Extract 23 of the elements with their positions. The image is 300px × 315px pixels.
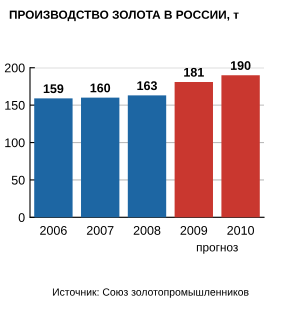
bar <box>34 98 73 218</box>
text: прогноз <box>196 244 238 254</box>
y-tick-label: 100 <box>5 138 25 148</box>
text: Источник: Союз золотопромышленников <box>52 288 249 298</box>
y-tick-label: 50 <box>12 176 25 185</box>
y-tick-label: 200 <box>4 64 25 72</box>
bar <box>174 82 213 218</box>
chart-title: ПРОИЗВОДСТВО ЗОЛОТА В РОССИИ, т <box>10 10 239 22</box>
bar <box>221 75 260 218</box>
y-tick-label: 0 <box>18 213 25 222</box>
x-tick-label: 2007 <box>86 226 114 235</box>
y-tick-label: 150 <box>5 100 25 110</box>
x-tick-label: 2006 <box>40 226 67 235</box>
x-tick-label: 2008 <box>134 226 160 235</box>
x-tick-label: 2009 <box>180 226 208 235</box>
data-label: 160 <box>90 84 110 92</box>
x-tick-label: 2010 <box>227 226 254 235</box>
data-label: 190 <box>230 61 251 70</box>
data-label: 159 <box>44 84 64 94</box>
bar <box>128 95 166 218</box>
bar <box>81 98 120 218</box>
data-label: 181 <box>184 68 204 77</box>
data-label: 163 <box>137 81 157 90</box>
